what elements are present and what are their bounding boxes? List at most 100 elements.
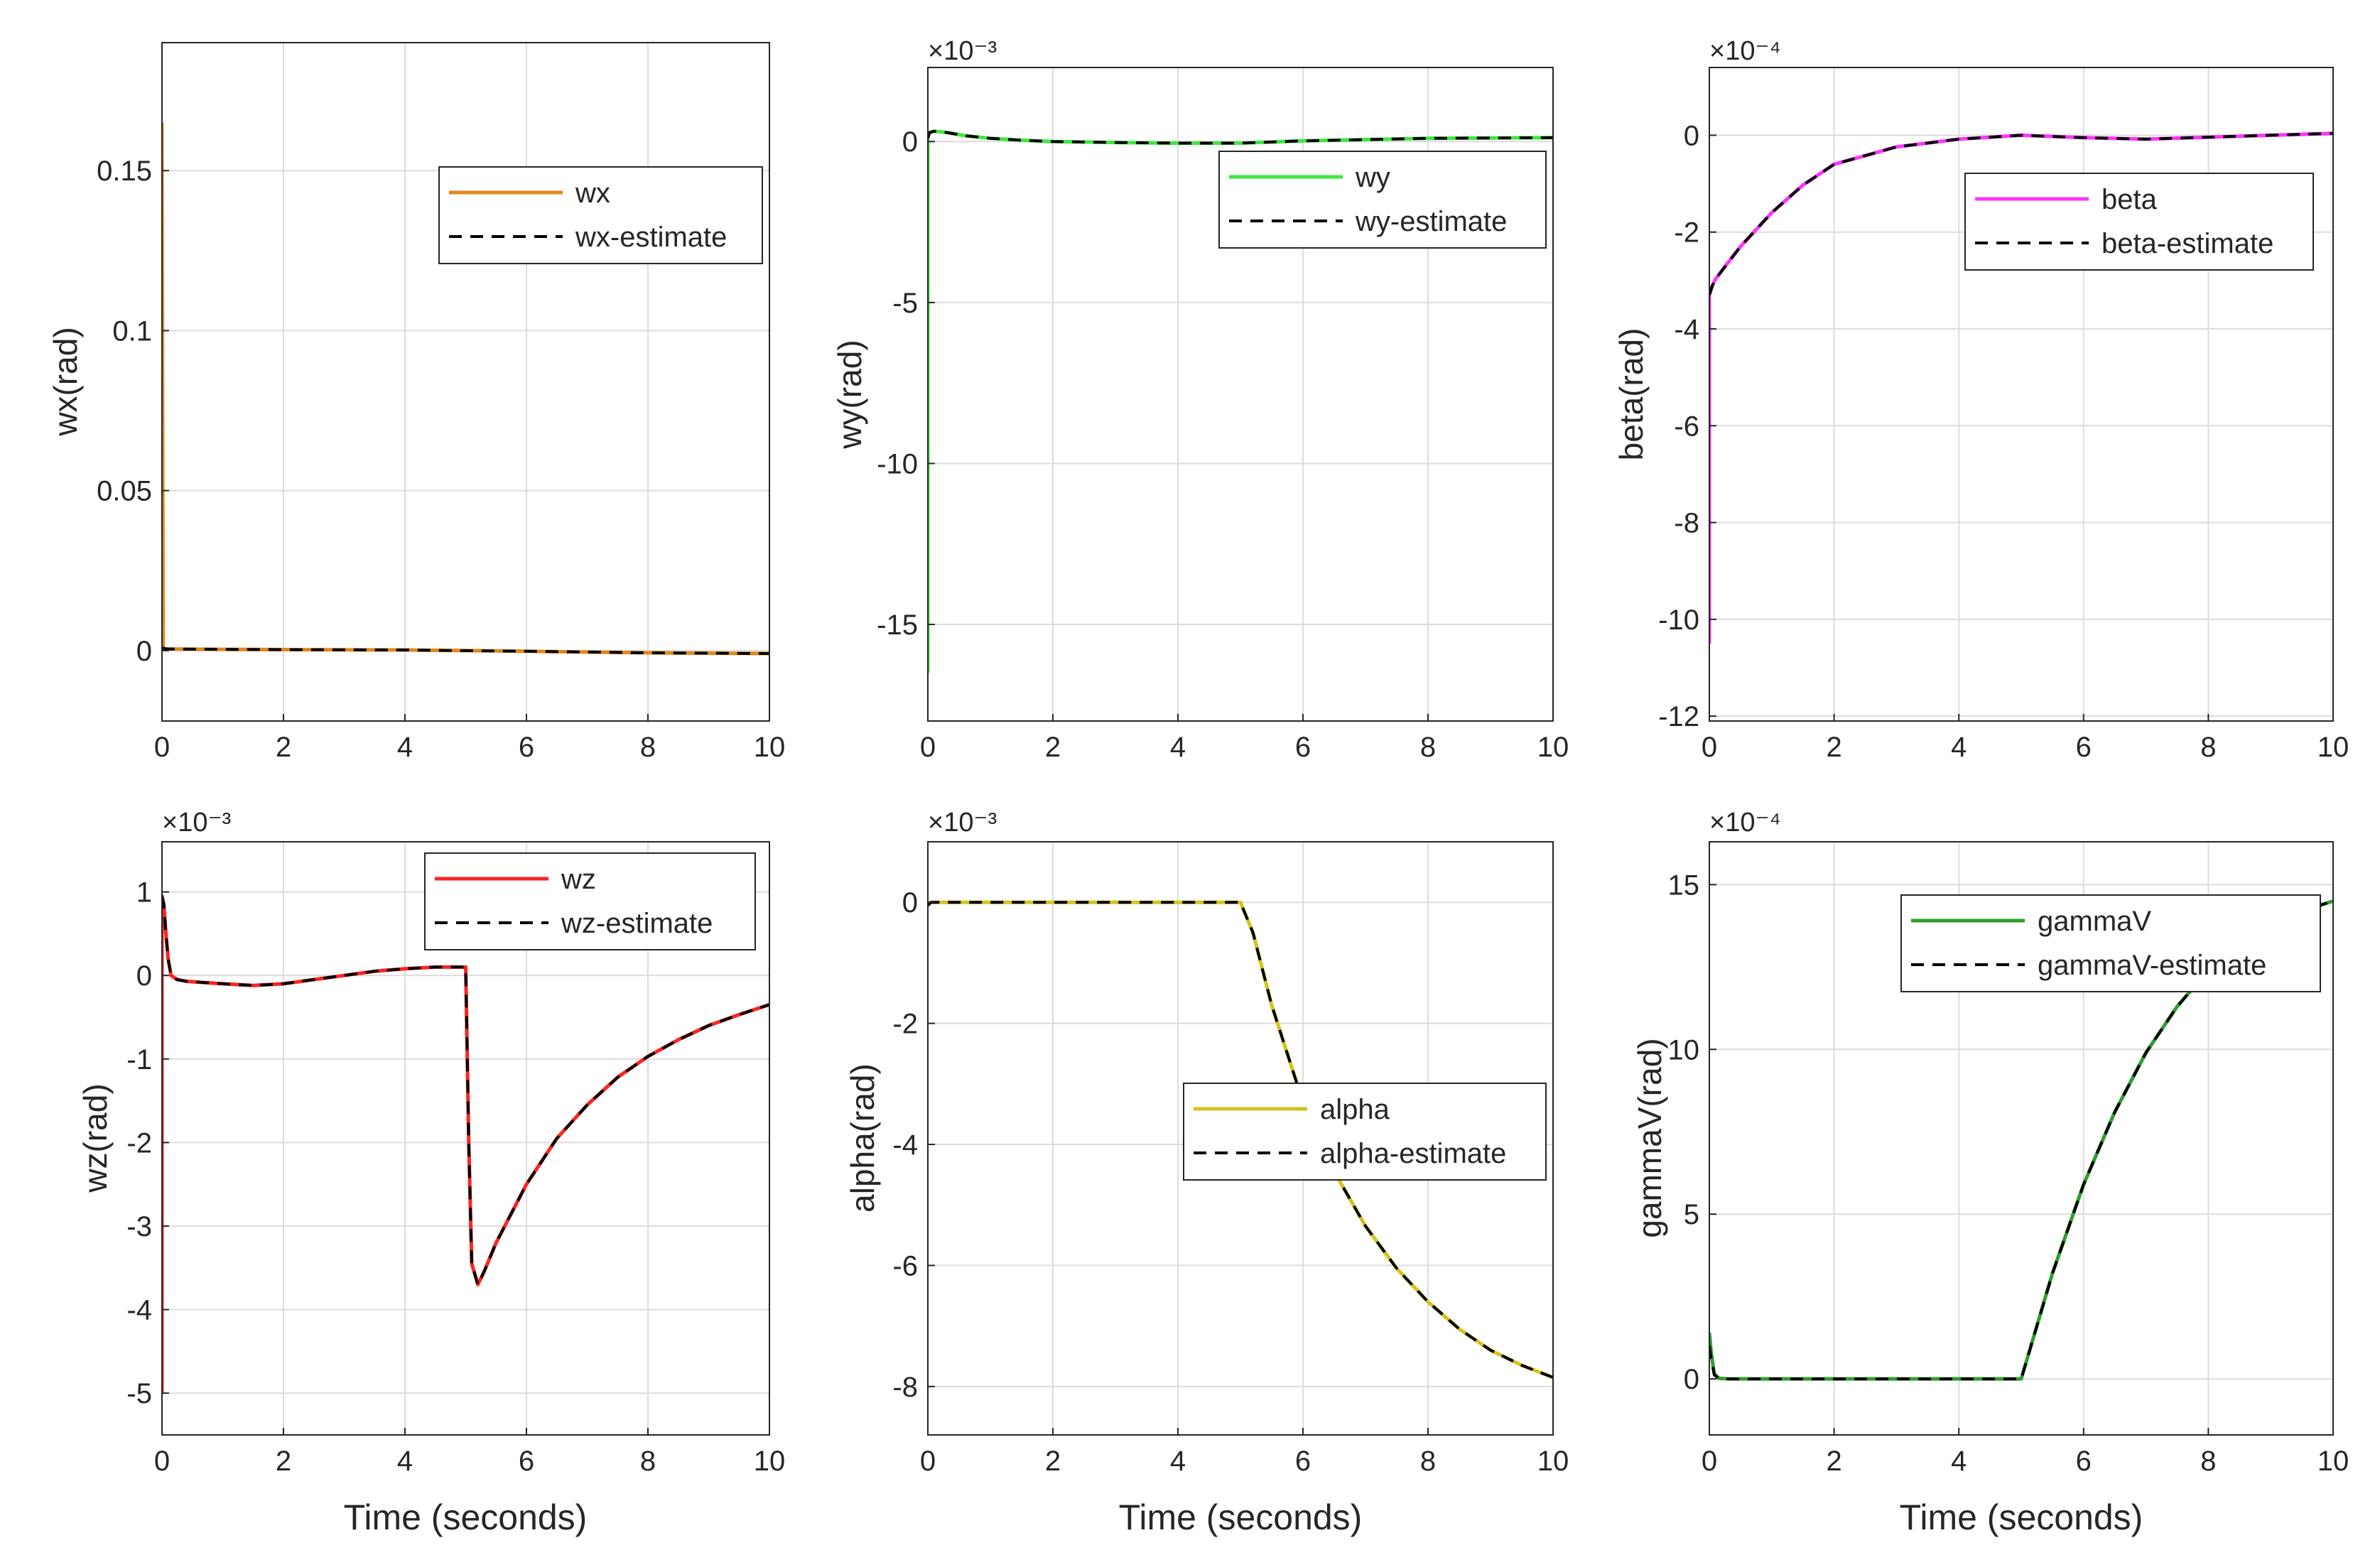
panel-gammav-ytick-label-1: 5 <box>1684 1199 1699 1230</box>
panel-wy-xtick-label-5: 10 <box>1537 732 1569 763</box>
panel-wz-xtick-label-4: 8 <box>640 1446 656 1477</box>
panel-gammav-xtick-label-1: 2 <box>1826 1446 1841 1477</box>
panel-beta-exponent: ×10⁻⁴ <box>1709 36 1781 66</box>
panel-wy-ylabel: wy(rad) <box>831 340 868 449</box>
panel-gammav: ×10⁻⁴ gammaV(rad) Time (seconds) 0 2 4 6 8 10… <box>1631 808 2349 1537</box>
panel-alpha-legend-label-alpha: alpha <box>1320 1094 1390 1125</box>
panel-wy-legend-label-wy: wy <box>1355 162 1390 193</box>
panel-wy-xtick-label-1: 2 <box>1045 732 1061 763</box>
panel-beta-ytick-label-0: -12 <box>1658 701 1699 732</box>
panel-wx-ytick-label-3: 0.15 <box>97 156 152 187</box>
panel-wz-ytick-label-5: 0 <box>136 960 152 992</box>
panel-gammav-axes-box <box>1709 841 2334 1436</box>
panel-wz-xtick-label-0: 0 <box>154 1446 170 1477</box>
panel-wz-legend-label-wz-estimate: wz-estimate <box>561 908 713 939</box>
panel-alpha-ylabel: alpha(rad) <box>844 1063 881 1213</box>
panel-wx-legend-label-wx: wx <box>575 178 610 209</box>
panel-wz-xtick-label-3: 6 <box>519 1446 534 1477</box>
panel-gammav-ylabel: gammaV(rad) <box>1631 1038 1668 1237</box>
panel-wz-ytick-label-3: -2 <box>126 1127 152 1159</box>
panel-gammav-exponent: ×10⁻⁴ <box>1709 808 1781 838</box>
panel-beta-axes-box <box>1709 67 2334 722</box>
panel-wy-xtick-label-2: 4 <box>1170 732 1186 763</box>
panel-wx-xtick-label-3: 6 <box>519 732 534 763</box>
panel-beta-xtick-label-4: 8 <box>2200 732 2216 763</box>
panel-wz-ytick-label-2: -3 <box>126 1211 152 1242</box>
panel-gammav-xtick-label-2: 4 <box>1951 1446 1967 1477</box>
panel-alpha-legend-box <box>1183 1083 1547 1181</box>
panel-wy: ×10⁻³ wy(rad) 0 2 4 6 8 10 -15 -10 -5 0 wy wy-estim… <box>831 36 1569 763</box>
panel-wz-ytick-label-1: -4 <box>126 1295 152 1326</box>
panel-wy-ytick-label-3: 0 <box>902 126 918 158</box>
panel-wx-ytick-label-0: 0 <box>136 636 152 667</box>
panel-gammav-ytick-label-2: 10 <box>1668 1034 1700 1066</box>
panel-wx-series-wx-estimate <box>162 646 769 655</box>
panel-wx-legend: wx wx-estimate <box>438 166 763 264</box>
panel-alpha-xtick-label-2: 4 <box>1170 1446 1186 1477</box>
panel-alpha-ytick-label-4: 0 <box>902 887 918 918</box>
panel-wx-xtick-label-4: 8 <box>640 732 656 763</box>
panel-wy-series-wy-estimate <box>928 129 1553 145</box>
panel-alpha-ytick-label-1: -6 <box>892 1250 918 1281</box>
panel-gammav-legend: gammaV gammaV-estimate <box>1900 894 2321 992</box>
panel-gammav-series-gammaV-estimate <box>1709 899 2333 1381</box>
panel-wz-legend-box <box>424 852 756 950</box>
panel-alpha-ytick-label-2: -4 <box>892 1129 918 1161</box>
panel-wx-ylabel: wx(rad) <box>47 327 84 436</box>
panel-wy-legend-box <box>1218 151 1547 249</box>
panel-beta-ytick-label-1: -10 <box>1658 605 1699 636</box>
panel-wy-ytick-label-0: -15 <box>877 609 918 641</box>
panel-gammav-ytick-label-3: 15 <box>1668 869 1700 901</box>
panel-wy-legend: wy wy-estimate <box>1218 151 1547 249</box>
panel-beta-legend-box <box>1964 173 2314 271</box>
panel-alpha-xtick-label-1: 2 <box>1045 1446 1061 1477</box>
panel-beta-ylabel: beta(rad) <box>1613 328 1650 461</box>
panel-wz-ytick-label-6: 1 <box>136 877 152 909</box>
panel-beta: ×10⁻⁴ beta(rad) 0 2 4 6 8 10 -12 -10 -8 -6 -4 -2 0 be… <box>1613 36 2349 763</box>
panel-wy-xtick-label-3: 6 <box>1295 732 1311 763</box>
panel-alpha-ytick-label-3: -2 <box>892 1009 918 1040</box>
panel-beta-xtick-label-3: 6 <box>2076 732 2092 763</box>
panel-gammav-xtick-label-0: 0 <box>1702 1446 1717 1477</box>
panel-wz-xlabel: Time (seconds) <box>344 1497 588 1537</box>
panel-alpha-xtick-label-3: 6 <box>1295 1446 1311 1477</box>
panel-alpha: ×10⁻³ alpha(rad) Time (seconds) 0 2 4 6 8 10 -… <box>844 808 1569 1537</box>
panel-beta-ytick-label-5: -2 <box>1674 217 1699 249</box>
panel-wy-axes-box <box>927 67 1554 722</box>
panel-wz-axes-box <box>161 841 770 1436</box>
panel-gammav-xtick-label-5: 10 <box>2317 1446 2349 1477</box>
panel-wy-ytick-label-2: -5 <box>892 288 918 319</box>
panel-alpha-legend-label-alpha-estimate: alpha-estimate <box>1320 1138 1506 1169</box>
panel-alpha-series-alpha-estimate <box>928 901 1553 1379</box>
panel-gammav-xtick-label-3: 6 <box>2076 1446 2092 1477</box>
panel-wy-xtick-label-0: 0 <box>920 732 936 763</box>
panel-wz-ylabel: wz(rad) <box>77 1083 114 1193</box>
panel-wz-exponent: ×10⁻³ <box>162 808 231 838</box>
panel-wy-exponent: ×10⁻³ <box>928 36 997 66</box>
panel-wy-ytick-label-1: -10 <box>877 448 918 479</box>
panel-wx-xtick-label-5: 10 <box>754 732 786 763</box>
panel-beta-ytick-label-4: -4 <box>1674 314 1699 345</box>
panel-wx-ytick-label-2: 0.1 <box>112 315 152 347</box>
panel-gammav-ytick-label-0: 0 <box>1684 1364 1699 1395</box>
panel-alpha-exponent: ×10⁻³ <box>928 808 997 838</box>
panel-beta-legend: beta beta-estimate <box>1964 173 2314 271</box>
panel-wx-ytick-label-1: 0.05 <box>97 476 152 507</box>
panel-beta-legend-label-beta-estimate: beta-estimate <box>2102 228 2273 259</box>
panel-gammav-legend-label-gammaV: gammaV <box>2038 906 2151 937</box>
panel-wx-xtick-label-0: 0 <box>154 732 170 763</box>
panel-alpha-xtick-label-0: 0 <box>920 1446 936 1477</box>
panel-gammav-legend-label-gammaV-estimate: gammaV-estimate <box>2038 950 2266 981</box>
panel-wz-legend-label-wz: wz <box>561 864 596 895</box>
panel-wz-series-wz-estimate <box>162 895 769 1286</box>
panel-wz-xtick-label-2: 4 <box>397 1446 413 1477</box>
panel-wz-xtick-label-1: 2 <box>276 1446 291 1477</box>
panel-alpha-axes-box <box>927 841 1554 1436</box>
panel-wx-axes-box <box>161 42 770 722</box>
panel-beta-ytick-label-2: -8 <box>1674 508 1699 539</box>
panel-alpha-legend: alpha alpha-estimate <box>1183 1083 1547 1181</box>
panel-beta-xtick-label-5: 10 <box>2317 732 2349 763</box>
panel-gammav-legend-box <box>1900 894 2321 992</box>
panel-wx-legend-label-wx-estimate: wx-estimate <box>575 222 727 253</box>
